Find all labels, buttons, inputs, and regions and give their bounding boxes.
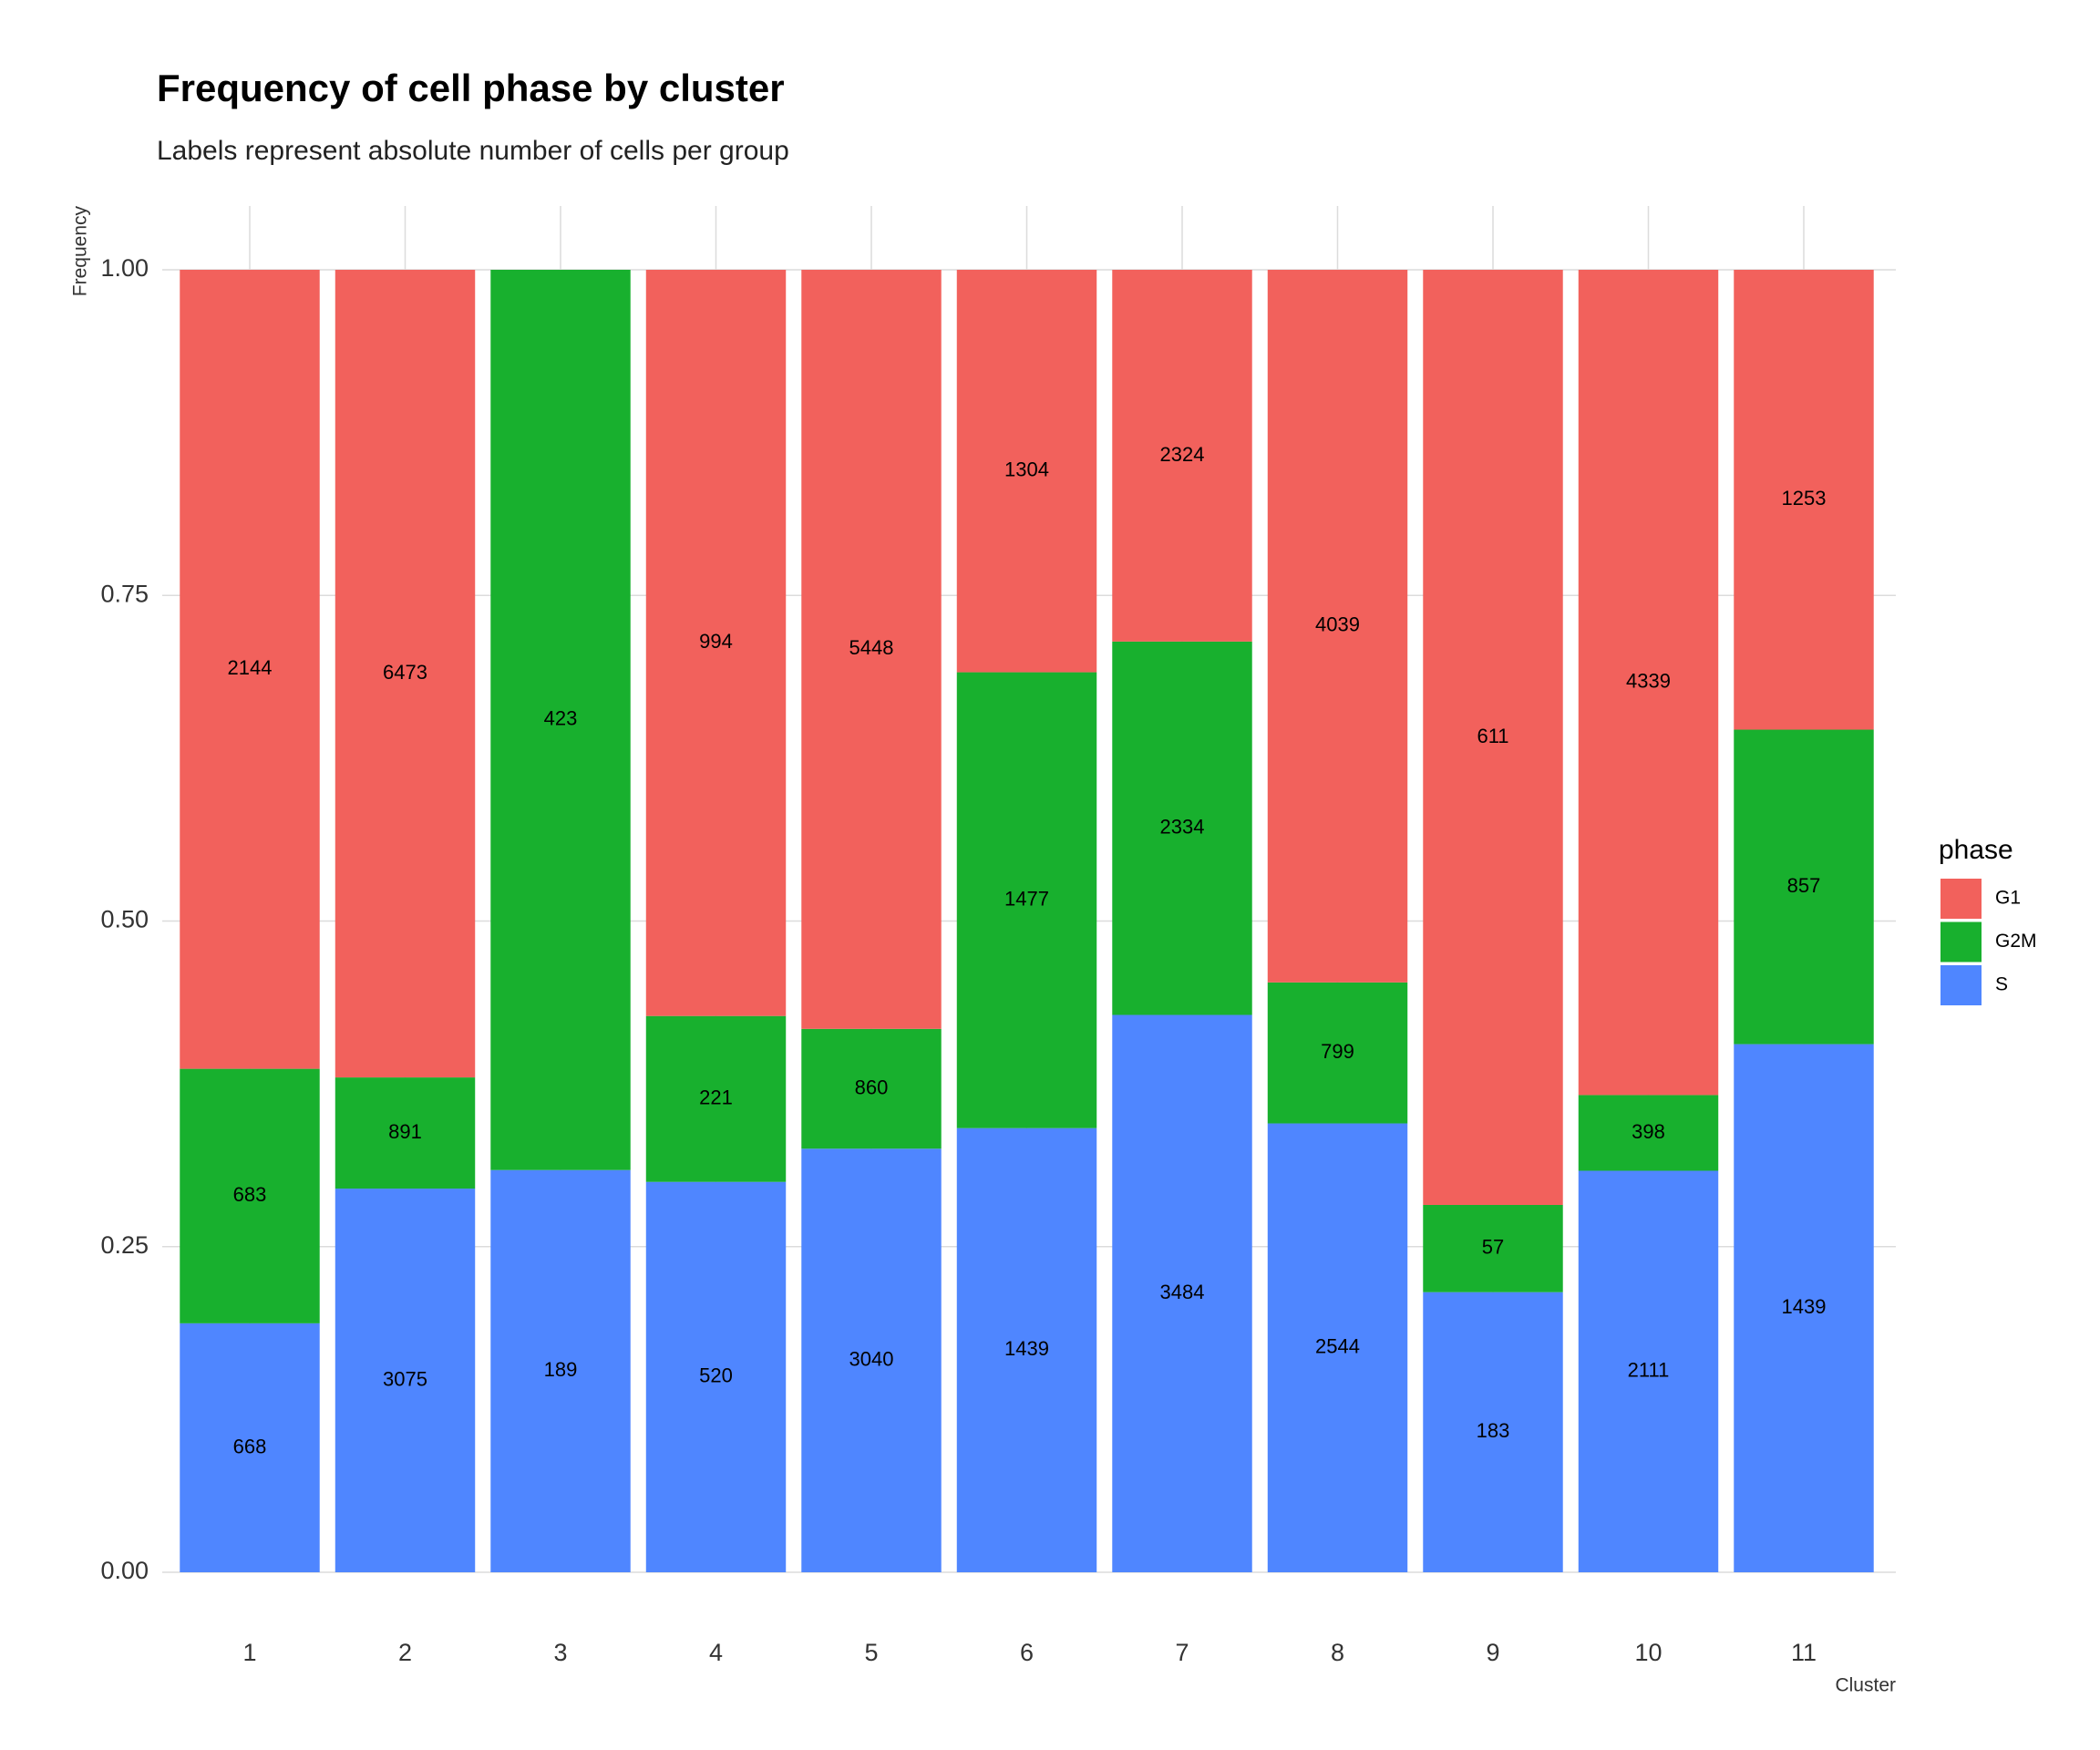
bar-segment bbox=[1112, 1014, 1252, 1572]
legend-key bbox=[1940, 921, 1982, 962]
bar-segment bbox=[956, 270, 1097, 673]
bar-segment bbox=[1423, 270, 1563, 1205]
data-label: 189 bbox=[544, 1358, 578, 1381]
bar-segment bbox=[180, 270, 320, 1069]
data-label: 994 bbox=[699, 630, 733, 653]
x-tick-label: 6 bbox=[1020, 1639, 1034, 1666]
x-tick-label: 11 bbox=[1791, 1639, 1817, 1666]
bar-segment bbox=[1112, 270, 1252, 642]
bar-segment bbox=[645, 1015, 787, 1182]
bar-segment bbox=[801, 1148, 942, 1572]
x-tick-label: 10 bbox=[1634, 1639, 1662, 1666]
x-tick-label: 3 bbox=[553, 1639, 567, 1666]
bar-segment bbox=[1578, 1095, 1719, 1171]
bar-segment bbox=[1267, 1123, 1408, 1572]
bar-segment bbox=[335, 1189, 476, 1572]
legend-title: phase bbox=[1939, 835, 2013, 865]
bar-segment bbox=[1734, 270, 1874, 730]
bar-segment bbox=[335, 1077, 476, 1189]
data-label: 1477 bbox=[1004, 887, 1049, 910]
data-label: 857 bbox=[1787, 874, 1821, 897]
bar-segment bbox=[801, 1028, 942, 1149]
data-label: 3075 bbox=[383, 1367, 427, 1390]
legend-label: S bbox=[1995, 974, 2008, 995]
y-tick-label: 0.25 bbox=[100, 1231, 149, 1259]
bar-segment bbox=[1423, 1204, 1563, 1292]
legend-label: G2M bbox=[1995, 931, 2037, 952]
bar-segment bbox=[180, 1068, 320, 1323]
bar-segment bbox=[1267, 270, 1408, 983]
bar-segment bbox=[956, 1127, 1097, 1572]
bar-segment bbox=[1734, 1044, 1874, 1572]
x-tick-label: 1 bbox=[242, 1639, 256, 1666]
x-tick-label: 8 bbox=[1331, 1639, 1344, 1666]
data-label: 799 bbox=[1321, 1040, 1354, 1063]
data-label: 668 bbox=[233, 1435, 267, 1457]
bar-segment bbox=[1423, 1292, 1563, 1572]
y-tick-label: 0.75 bbox=[100, 580, 149, 607]
bar-segment bbox=[1578, 270, 1719, 1096]
data-label: 4039 bbox=[1315, 613, 1360, 636]
data-label: 5448 bbox=[849, 636, 894, 659]
y-tick-label: 0.50 bbox=[100, 906, 149, 933]
bar-segment bbox=[490, 270, 631, 1170]
legend-key bbox=[1940, 879, 1982, 919]
data-label: 1439 bbox=[1004, 1337, 1049, 1360]
data-label: 891 bbox=[388, 1120, 422, 1143]
data-label: 3484 bbox=[1160, 1281, 1205, 1303]
bar-segment bbox=[490, 1169, 631, 1572]
chart-title: Frequency of cell phase by cluster bbox=[157, 67, 785, 109]
data-label: 398 bbox=[1632, 1120, 1665, 1143]
data-label: 423 bbox=[544, 707, 578, 730]
bar-segment bbox=[956, 672, 1097, 1128]
bar-segment bbox=[1267, 982, 1408, 1124]
y-axis-label: Frequency bbox=[70, 206, 91, 297]
x-tick-label: 9 bbox=[1486, 1639, 1499, 1666]
data-label: 1253 bbox=[1782, 487, 1827, 510]
bar-segment bbox=[335, 270, 476, 1078]
data-label: 2144 bbox=[228, 656, 273, 679]
bar-segment bbox=[1734, 729, 1874, 1045]
x-axis-label: Cluster bbox=[1835, 1675, 1896, 1696]
data-label: 6473 bbox=[383, 661, 427, 684]
bar-segment bbox=[180, 1323, 320, 1572]
data-label: 520 bbox=[699, 1364, 733, 1387]
bar-segment bbox=[1578, 1170, 1719, 1572]
data-label: 2334 bbox=[1160, 816, 1205, 839]
y-tick-label: 1.00 bbox=[100, 254, 149, 282]
data-label: 1304 bbox=[1004, 458, 1049, 481]
legend-label: G1 bbox=[1995, 888, 2021, 909]
data-label: 860 bbox=[855, 1076, 889, 1098]
data-label: 1439 bbox=[1782, 1295, 1827, 1318]
chart-subtitle: Labels represent absolute number of cell… bbox=[157, 136, 789, 166]
y-tick-label: 0.00 bbox=[100, 1557, 149, 1584]
data-label: 57 bbox=[1482, 1236, 1504, 1259]
data-label: 221 bbox=[699, 1086, 733, 1109]
legend-key bbox=[1940, 965, 1982, 1005]
data-label: 3040 bbox=[849, 1347, 894, 1370]
data-label: 183 bbox=[1477, 1419, 1510, 1442]
data-label: 4339 bbox=[1626, 670, 1671, 693]
x-tick-label: 2 bbox=[398, 1639, 412, 1666]
bar-segment bbox=[1112, 641, 1252, 1015]
x-tick-label: 5 bbox=[864, 1639, 878, 1666]
data-label: 683 bbox=[233, 1183, 267, 1206]
x-tick-label: 7 bbox=[1175, 1639, 1189, 1666]
bar-segment bbox=[645, 270, 787, 1016]
bar-segment bbox=[801, 270, 942, 1029]
data-label: 2544 bbox=[1315, 1335, 1360, 1358]
bar-segment bbox=[645, 1181, 787, 1572]
data-label: 2324 bbox=[1160, 443, 1205, 466]
data-label: 611 bbox=[1477, 725, 1508, 747]
data-label: 2111 bbox=[1628, 1359, 1670, 1382]
x-tick-label: 4 bbox=[709, 1639, 723, 1666]
